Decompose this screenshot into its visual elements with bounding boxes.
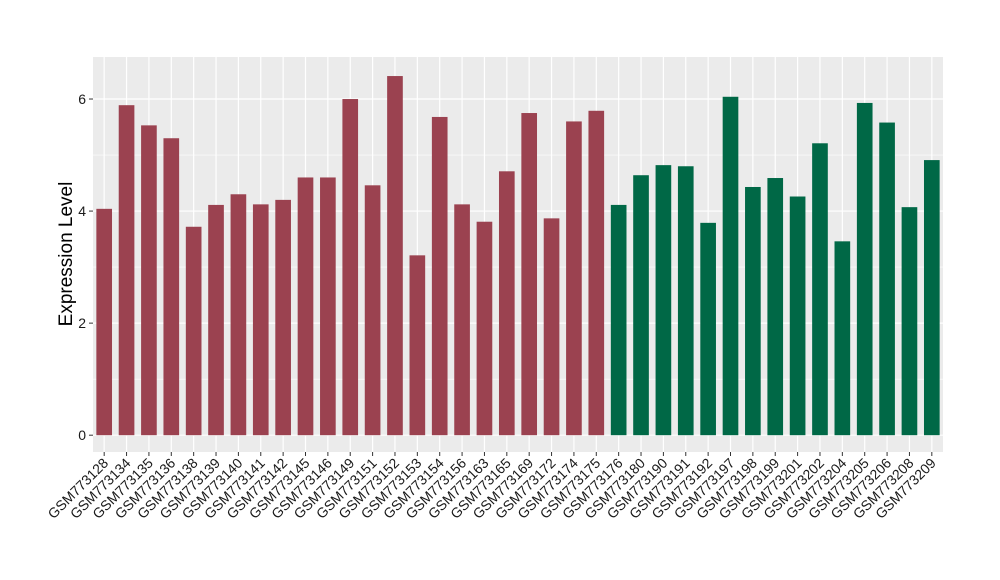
bar-GSM773141 (252, 204, 269, 436)
bar-GSM773174 (566, 121, 582, 436)
bar-GSM773136 (163, 138, 180, 436)
bar-GSM773156 (454, 204, 470, 436)
bar-GSM773140 (230, 194, 247, 436)
bar-GSM773192 (700, 222, 716, 436)
bar-GSM773204 (834, 241, 851, 436)
bar-GSM773198 (745, 186, 761, 436)
bar-GSM773206 (879, 122, 895, 436)
bar-GSM773153 (409, 255, 426, 436)
bar-GSM773138 (185, 226, 202, 436)
bar-GSM773208 (901, 207, 918, 436)
bar-GSM773149 (342, 99, 359, 436)
bar-GSM773202 (812, 143, 828, 436)
bar-GSM773134 (118, 105, 135, 436)
y-tick-label: 2 (78, 315, 86, 331)
y-axis: 0 2 4 6 (78, 91, 93, 443)
y-tick-label: 0 (78, 427, 86, 443)
bar-GSM773146 (320, 177, 336, 436)
bar-GSM773139 (208, 204, 224, 436)
bar-GSM773180 (633, 175, 649, 436)
bar-GSM773205 (856, 102, 873, 436)
bar-GSM773191 (677, 166, 694, 436)
bar-GSM773190 (655, 165, 672, 436)
bar-GSM773199 (767, 178, 784, 436)
y-tick-label: 6 (78, 91, 86, 107)
bar-GSM773163 (476, 221, 493, 436)
bar-GSM773152 (387, 76, 403, 436)
bars (96, 76, 940, 436)
bar-GSM773165 (498, 171, 515, 436)
bar-GSM773176 (610, 204, 627, 436)
bar-GSM773209 (923, 160, 940, 436)
bar-GSM773175 (588, 110, 605, 436)
bar-GSM773142 (275, 199, 291, 436)
y-tick-label: 4 (78, 203, 86, 219)
bar-GSM773145 (297, 177, 314, 436)
y-axis-title: Expression Level (56, 182, 77, 327)
bar-GSM773197 (722, 96, 739, 436)
bar-GSM773135 (141, 125, 157, 436)
bar-GSM773201 (789, 196, 806, 436)
x-axis: GSM773128GSM773134GSM773135GSM773136GSM7… (44, 452, 939, 522)
bar-GSM773128 (96, 208, 113, 436)
bar-GSM773169 (521, 113, 538, 436)
bar-GSM773154 (431, 116, 448, 436)
bar-GSM773151 (364, 185, 381, 436)
bar-GSM773172 (543, 218, 560, 436)
